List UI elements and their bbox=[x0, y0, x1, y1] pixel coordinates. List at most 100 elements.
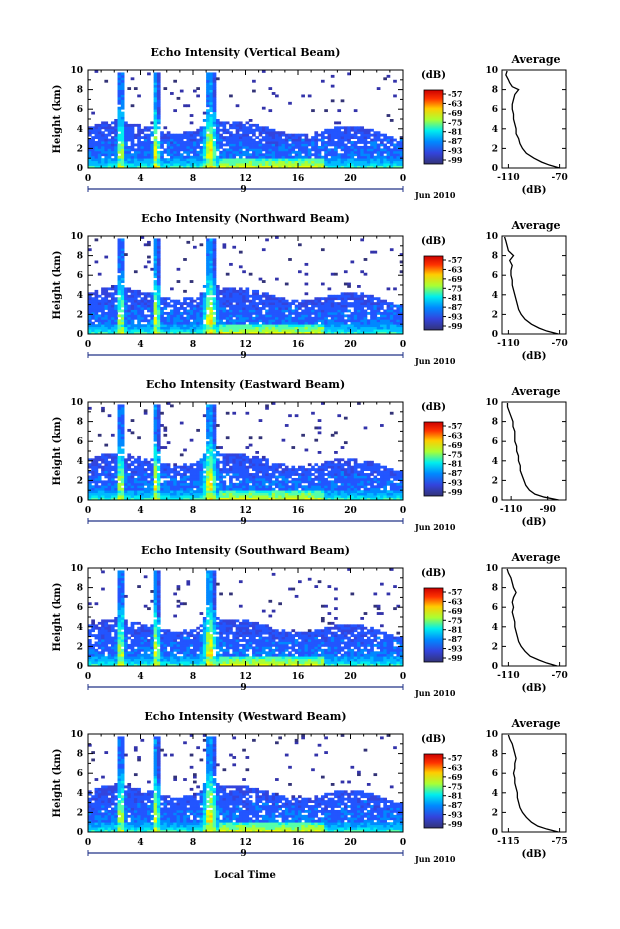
colorbar-tick: -57 bbox=[448, 255, 462, 265]
y-axis-label: Height (km) bbox=[52, 85, 63, 154]
y-tick-label: 0 bbox=[77, 496, 83, 506]
profile-y-tick: 4 bbox=[492, 457, 498, 467]
colorbar-unit: (dB) bbox=[421, 70, 446, 81]
panel-4: Echo Intensity (Westward Beam) 0 2 4 6 8 10 Hei… bbox=[52, 710, 568, 864]
y-axis-label: Height (km) bbox=[52, 251, 63, 320]
x-tick-label: 0 bbox=[400, 672, 406, 682]
y-tick-label: 2 bbox=[77, 310, 83, 320]
colorbar-tick: -87 bbox=[448, 468, 462, 478]
colorbar bbox=[423, 255, 444, 331]
x-tick-label: 0 bbox=[85, 506, 91, 516]
x-tick-label: 0 bbox=[400, 174, 406, 184]
profile-frame bbox=[501, 235, 567, 335]
profile-y-tick: 8 bbox=[492, 584, 498, 594]
y-tick-label: 8 bbox=[77, 418, 83, 428]
y-tick-label: 10 bbox=[70, 232, 83, 242]
profile-line bbox=[503, 236, 559, 335]
y-tick-label: 10 bbox=[70, 66, 83, 76]
y-tick-label: 8 bbox=[77, 750, 83, 760]
profile-y-tick: 8 bbox=[492, 252, 498, 262]
x-tick-label: 0 bbox=[400, 506, 406, 516]
colorbar-unit: (dB) bbox=[421, 236, 446, 247]
x-tick-label: 12 bbox=[239, 672, 252, 682]
profile-title: Average bbox=[510, 385, 560, 398]
profile-y-tick: 0 bbox=[492, 496, 498, 506]
profile-x-tick: -70 bbox=[551, 671, 567, 681]
panel-title: Echo Intensity (Southward Beam) bbox=[141, 544, 350, 557]
colorbar-tick: -75 bbox=[448, 449, 462, 459]
heatmap-cells bbox=[88, 568, 404, 667]
x-tick-label: 20 bbox=[344, 340, 357, 350]
panel-title: Echo Intensity (Northward Beam) bbox=[141, 212, 350, 225]
x-tick-label: 16 bbox=[292, 838, 305, 848]
x-tick-label: 12 bbox=[239, 340, 252, 350]
y-tick-label: 6 bbox=[77, 105, 83, 115]
profile-y-tick: 4 bbox=[492, 623, 498, 633]
colorbar-tick: -57 bbox=[448, 587, 462, 597]
colorbar bbox=[423, 753, 444, 829]
panel-3: Echo Intensity (Southward Beam) 0 2 4 6 8 10 He… bbox=[52, 544, 568, 698]
x-tick-label: 0 bbox=[400, 340, 406, 350]
profile-x-tick: -110 bbox=[497, 671, 520, 681]
x-tick-label: 0 bbox=[85, 838, 91, 848]
profile-x-label: (dB) bbox=[522, 517, 547, 528]
y-tick-label: 8 bbox=[77, 252, 83, 262]
colorbar-tick: -99 bbox=[448, 819, 463, 829]
panel-title: Echo Intensity (Eastward Beam) bbox=[146, 378, 345, 391]
profile-title: Average bbox=[510, 717, 560, 730]
x-tick-label: 16 bbox=[292, 506, 305, 516]
colorbar-tick: -87 bbox=[448, 800, 462, 810]
colorbar-tick: -63 bbox=[448, 98, 463, 108]
y-tick-label: 2 bbox=[77, 808, 83, 818]
date-label: Jun 2010 bbox=[414, 688, 456, 698]
colorbar-tick: -99 bbox=[448, 155, 463, 165]
profile-x-tick: -115 bbox=[497, 837, 520, 847]
date-label: Jun 2010 bbox=[414, 356, 456, 366]
colorbar bbox=[423, 89, 444, 165]
profile-y-tick: 8 bbox=[492, 418, 498, 428]
profile-y-tick: 10 bbox=[485, 564, 498, 574]
colorbar-tick: -69 bbox=[448, 108, 463, 118]
y-tick-label: 10 bbox=[70, 730, 83, 740]
x-tick-label: 8 bbox=[190, 506, 196, 516]
colorbar-tick: -69 bbox=[448, 606, 463, 616]
date-label: Jun 2010 bbox=[414, 522, 456, 532]
day-marker: 9 bbox=[240, 517, 246, 527]
profile-frame bbox=[501, 733, 567, 833]
y-tick-label: 10 bbox=[70, 398, 83, 408]
x-tick-label: 20 bbox=[344, 506, 357, 516]
profile-y-tick: 0 bbox=[492, 662, 498, 672]
profile-y-tick: 6 bbox=[492, 271, 498, 281]
colorbar-tick: -63 bbox=[448, 762, 463, 772]
date-label: Jun 2010 bbox=[414, 190, 456, 200]
day-marker: 9 bbox=[240, 351, 246, 361]
profile-line bbox=[506, 568, 558, 667]
x-tick-label: 12 bbox=[239, 838, 252, 848]
day-marker: 9 bbox=[240, 683, 246, 693]
y-tick-label: 2 bbox=[77, 642, 83, 652]
profile-x-label: (dB) bbox=[522, 185, 547, 196]
x-tick-label: 8 bbox=[190, 174, 196, 184]
profile-x-tick: -110 bbox=[500, 505, 523, 515]
y-tick-label: 10 bbox=[70, 564, 83, 574]
profile-line bbox=[506, 402, 559, 501]
profile-y-tick: 6 bbox=[492, 769, 498, 779]
profile-title: Average bbox=[510, 551, 560, 564]
panel-1: Echo Intensity (Northward Beam) 0 2 4 6 8 10 He… bbox=[52, 212, 568, 366]
y-axis-label: Height (km) bbox=[52, 749, 63, 818]
profile-x-tick: -90 bbox=[540, 505, 556, 515]
x-tick-label: 4 bbox=[137, 340, 143, 350]
x-tick-label: 8 bbox=[190, 672, 196, 682]
x-tick-label: 8 bbox=[190, 340, 196, 350]
profile-x-tick: -70 bbox=[551, 339, 567, 349]
colorbar-tick: -93 bbox=[448, 312, 463, 322]
colorbar-tick: -57 bbox=[448, 753, 462, 763]
colorbar-tick: -99 bbox=[448, 653, 463, 663]
colorbar bbox=[423, 587, 444, 663]
profile-y-tick: 0 bbox=[492, 330, 498, 340]
colorbar-tick: -99 bbox=[448, 321, 463, 331]
panel-title: Echo Intensity (Westward Beam) bbox=[144, 710, 346, 723]
colorbar bbox=[423, 421, 444, 497]
profile-y-tick: 0 bbox=[492, 828, 498, 838]
profile-y-tick: 10 bbox=[485, 730, 498, 740]
